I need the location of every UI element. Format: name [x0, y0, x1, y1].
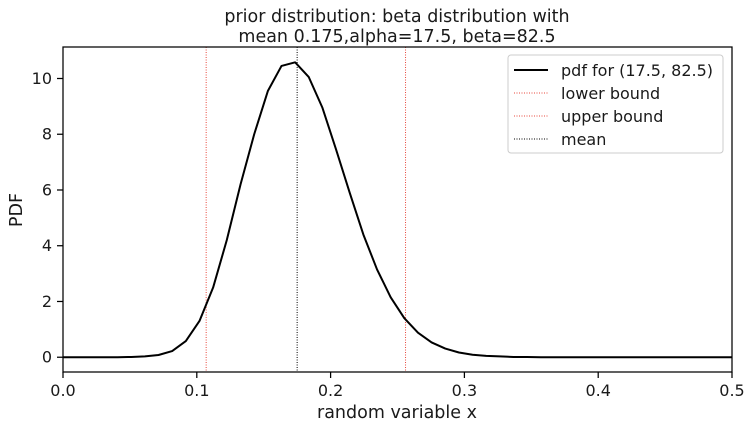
x-tick-label: 0.0: [50, 381, 75, 400]
x-tick-label: 0.1: [184, 381, 209, 400]
y-tick-label: 4: [42, 236, 52, 255]
legend-label-lower-bound: lower bound: [561, 84, 660, 103]
y-axis-label: PDF: [7, 193, 27, 227]
series-line-0: [63, 61, 732, 359]
x-tick-label: 0.4: [585, 381, 610, 400]
legend-label-mean: mean: [561, 130, 606, 149]
legend-box: [507, 54, 724, 154]
chart-title-line-2: mean 0.175,alpha=17.5, beta=82.5: [238, 27, 555, 47]
x-tick-label: 0.5: [719, 381, 744, 400]
y-tick-label: 10: [32, 69, 52, 88]
plot-area: [63, 47, 732, 372]
x-tick-label: 0.3: [452, 381, 477, 400]
legend-label-upper-bound: upper bound: [561, 107, 663, 126]
y-tick-label: 2: [42, 292, 52, 311]
legend-label-pdf: pdf for (17.5, 82.5): [561, 61, 713, 80]
axes-frame: [62, 46, 733, 373]
chart-title-line-1: prior distribution: beta distribution wi…: [224, 7, 569, 27]
y-tick-label: 6: [42, 180, 52, 199]
y-tick-label: 0: [42, 348, 52, 367]
axes: 0.0 0.1 0.2 0.3 0.4 0.5 0 2 4 6 8 10: [32, 46, 745, 400]
legend: pdf for (17.5, 82.5) lower bound upper b…: [507, 54, 724, 154]
x-axis-label: random variable x: [317, 403, 477, 423]
x-tick-label: 0.2: [318, 381, 343, 400]
y-tick-label: 8: [42, 125, 52, 144]
